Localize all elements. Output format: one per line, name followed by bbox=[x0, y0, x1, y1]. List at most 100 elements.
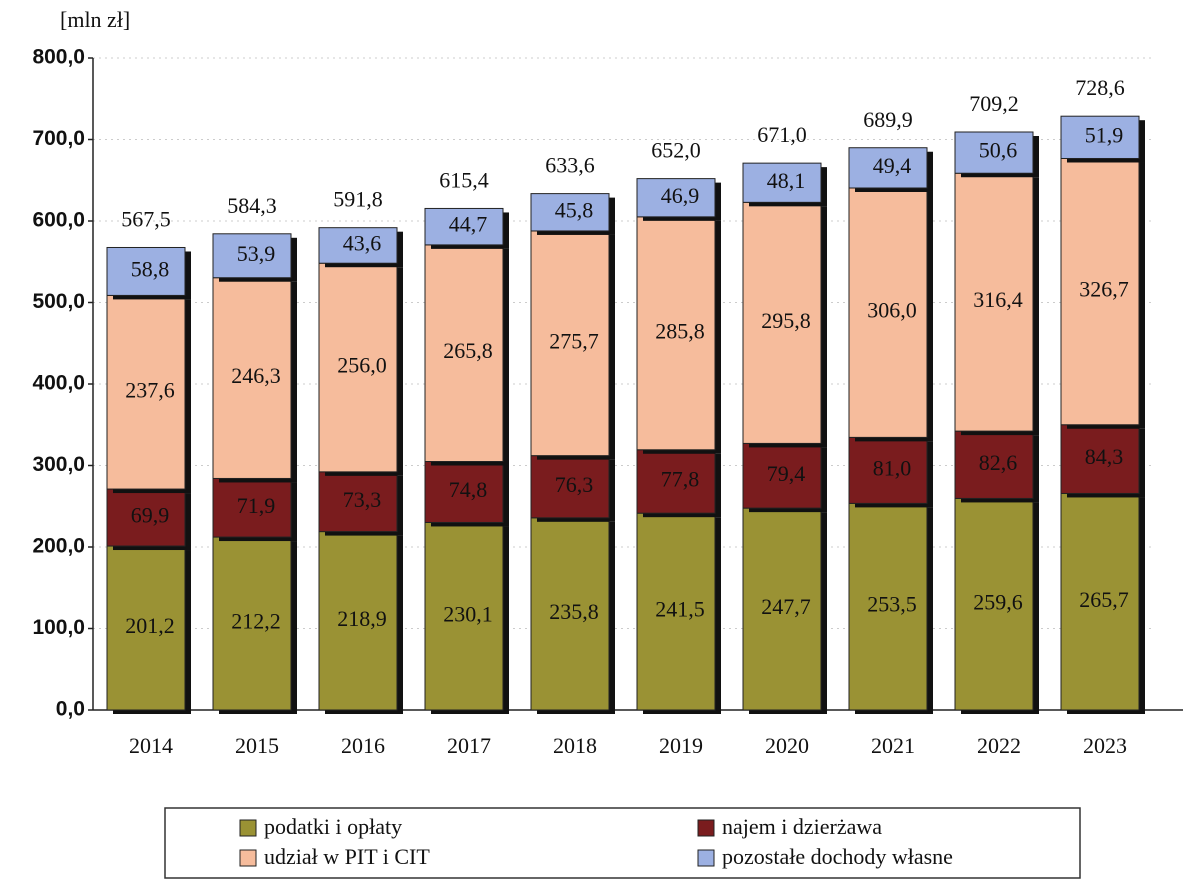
bar-segment bbox=[424, 244, 504, 463]
legend-label: najem i dzierżawa bbox=[722, 814, 882, 839]
bar-segment bbox=[318, 262, 398, 473]
bar-segment bbox=[106, 246, 186, 296]
value-label: 256,0 bbox=[337, 353, 387, 378]
value-label: 77,8 bbox=[661, 467, 700, 492]
x-tick-label: 2015 bbox=[235, 733, 279, 758]
value-label: 265,8 bbox=[443, 338, 493, 363]
total-label: 652,0 bbox=[651, 138, 701, 163]
legend-swatch bbox=[697, 849, 715, 867]
x-tick-label: 2017 bbox=[447, 733, 491, 758]
bar-segment bbox=[424, 461, 504, 523]
bar-segment bbox=[530, 230, 610, 457]
bar-segment bbox=[636, 449, 716, 514]
legend-box bbox=[164, 807, 1081, 879]
y-tick-label: 300,0 bbox=[32, 453, 85, 476]
value-label: 74,8 bbox=[449, 477, 488, 502]
bar-segment bbox=[424, 521, 504, 711]
y-tick-label: 500,0 bbox=[32, 290, 85, 313]
bar-segment bbox=[848, 147, 928, 189]
bar-segment bbox=[636, 216, 716, 451]
bar-segment bbox=[106, 545, 186, 711]
bar-segment bbox=[848, 436, 928, 504]
x-tick-label: 2023 bbox=[1083, 733, 1127, 758]
bar-segment bbox=[530, 193, 610, 232]
bar-segment bbox=[212, 233, 292, 279]
bar-segment bbox=[106, 294, 186, 490]
value-label: 53,9 bbox=[237, 241, 276, 266]
x-tick-label: 2020 bbox=[765, 733, 809, 758]
bar-segment bbox=[106, 488, 186, 547]
value-label: 71,9 bbox=[237, 493, 276, 518]
bar-segment bbox=[954, 131, 1034, 174]
y-tick-label: 400,0 bbox=[32, 372, 85, 395]
value-label: 212,2 bbox=[231, 609, 281, 634]
value-label: 84,3 bbox=[1085, 444, 1124, 469]
legend-swatch bbox=[697, 819, 715, 837]
y-axis-label: [mln zł] bbox=[60, 7, 130, 32]
bar-segment bbox=[954, 430, 1034, 499]
y-tick-label: 600,0 bbox=[32, 209, 85, 232]
bar-segment bbox=[1060, 157, 1140, 426]
value-label: 45,8 bbox=[555, 197, 594, 222]
value-label: 235,8 bbox=[549, 599, 599, 624]
value-label: 76,3 bbox=[555, 472, 594, 497]
value-label: 247,7 bbox=[761, 594, 811, 619]
bar-segment bbox=[636, 178, 716, 218]
value-label: 79,4 bbox=[767, 461, 806, 486]
total-label: 689,9 bbox=[863, 107, 913, 132]
value-label: 259,6 bbox=[973, 589, 1023, 614]
value-label: 316,4 bbox=[973, 287, 1023, 312]
value-label: 265,7 bbox=[1079, 587, 1129, 612]
value-label: 73,3 bbox=[343, 487, 382, 512]
value-label: 48,1 bbox=[767, 168, 806, 193]
bar-segment bbox=[742, 442, 822, 509]
total-label: 671,0 bbox=[757, 122, 807, 147]
bar-segment bbox=[212, 536, 292, 711]
bar-segment bbox=[1060, 115, 1140, 159]
x-tick-label: 2016 bbox=[341, 733, 385, 758]
bar-segment bbox=[212, 277, 292, 479]
legend-label: pozostałe dochody własne bbox=[722, 844, 953, 869]
x-tick-label: 2022 bbox=[977, 733, 1021, 758]
bar-segment bbox=[848, 502, 928, 711]
y-tick-label: 100,0 bbox=[32, 616, 85, 639]
value-label: 43,6 bbox=[343, 230, 382, 255]
bar-segment bbox=[424, 207, 504, 246]
value-label: 295,8 bbox=[761, 308, 811, 333]
value-label: 49,4 bbox=[873, 153, 912, 178]
value-label: 326,7 bbox=[1079, 277, 1129, 302]
bar-segment bbox=[318, 227, 398, 264]
x-tick-label: 2018 bbox=[553, 733, 597, 758]
value-label: 218,9 bbox=[337, 606, 387, 631]
y-tick-label: 700,0 bbox=[32, 127, 85, 150]
value-label: 285,8 bbox=[655, 318, 705, 343]
legend-label: podatki i opłaty bbox=[264, 814, 402, 839]
total-label: 567,5 bbox=[121, 207, 171, 232]
value-label: 50,6 bbox=[979, 138, 1018, 163]
value-label: 230,1 bbox=[443, 601, 493, 626]
x-tick-label: 2021 bbox=[871, 733, 915, 758]
value-label: 201,2 bbox=[125, 613, 175, 638]
value-label: 306,0 bbox=[867, 298, 917, 323]
bar-segment bbox=[1060, 492, 1140, 711]
bar-segment bbox=[954, 497, 1034, 711]
value-label: 44,7 bbox=[449, 212, 488, 237]
value-label: 246,3 bbox=[231, 363, 281, 388]
legend-swatch bbox=[239, 819, 257, 837]
legend-label: udział w PIT i CIT bbox=[264, 844, 430, 869]
bar-segment bbox=[318, 531, 398, 711]
bar-segment bbox=[742, 162, 822, 203]
total-label: 709,2 bbox=[969, 91, 1019, 116]
y-tick-label: 0,0 bbox=[56, 698, 85, 721]
bar-segment bbox=[530, 455, 610, 519]
x-tick-label: 2019 bbox=[659, 733, 703, 758]
value-label: 51,9 bbox=[1085, 122, 1124, 147]
total-label: 633,6 bbox=[545, 153, 595, 178]
value-label: 69,9 bbox=[131, 503, 170, 528]
value-label: 275,7 bbox=[549, 328, 599, 353]
bar-segment bbox=[742, 201, 822, 444]
value-label: 253,5 bbox=[867, 592, 917, 617]
bar-segment bbox=[1060, 424, 1140, 494]
bar-segment bbox=[954, 172, 1034, 432]
